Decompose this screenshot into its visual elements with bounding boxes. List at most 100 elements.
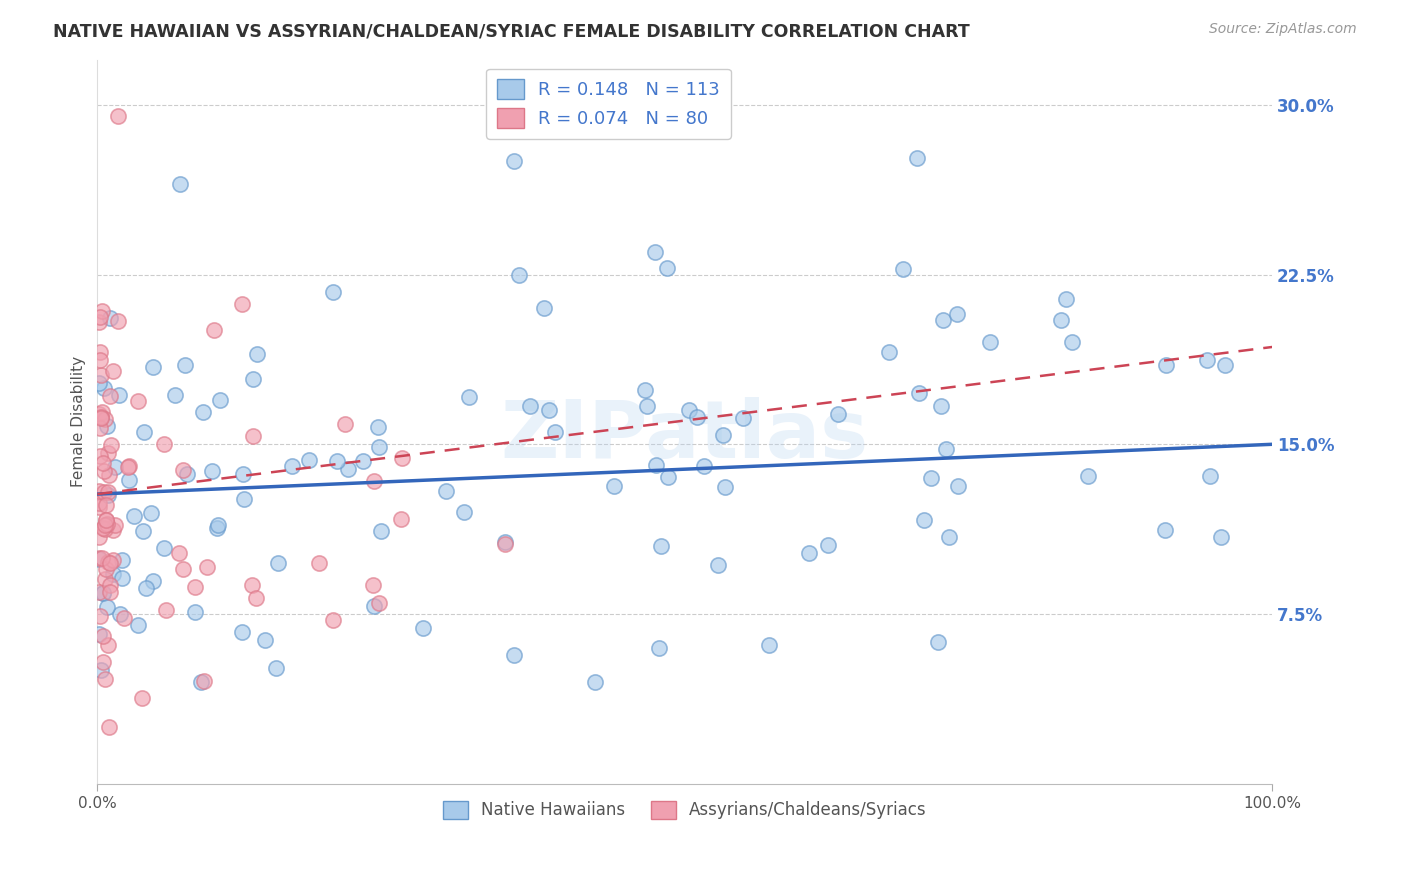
Point <box>537 402 560 417</box>
Point <box>232 467 254 482</box>
Point <box>155 602 177 616</box>
Point <box>686 410 709 425</box>
Point <box>363 599 385 614</box>
Point <box>94 522 117 536</box>
Point <box>153 541 176 555</box>
Point <box>87 584 110 599</box>
Point <box>693 459 716 474</box>
Point <box>107 109 129 123</box>
Point <box>97 467 120 482</box>
Point <box>308 556 330 570</box>
Point <box>118 473 141 487</box>
Point <box>87 550 110 565</box>
Point <box>758 638 780 652</box>
Point <box>1156 358 1178 372</box>
Point <box>204 323 226 337</box>
Point <box>519 399 541 413</box>
Point <box>391 451 413 466</box>
Point <box>107 314 129 328</box>
Point <box>731 410 754 425</box>
Point <box>979 335 1001 350</box>
Point <box>131 691 153 706</box>
Point <box>94 412 117 426</box>
Point <box>232 492 254 507</box>
Point <box>93 517 115 532</box>
Point <box>176 467 198 481</box>
Point <box>167 546 190 560</box>
Point <box>281 458 304 473</box>
Point <box>711 428 734 442</box>
Point <box>706 558 728 573</box>
Point <box>298 452 321 467</box>
Point <box>93 629 115 643</box>
Point <box>97 555 120 569</box>
Point <box>453 505 475 519</box>
Point <box>494 534 516 549</box>
Legend: Native Hawaiians, Assyrians/Chaldeans/Syriacs: Native Hawaiians, Assyrians/Chaldeans/Sy… <box>436 794 934 826</box>
Point <box>103 364 125 378</box>
Point <box>172 562 194 576</box>
Point <box>935 442 957 456</box>
Point <box>90 368 112 383</box>
Point <box>368 440 391 454</box>
Point <box>503 154 526 169</box>
Point <box>90 663 112 677</box>
Point <box>920 470 942 484</box>
Point <box>165 387 187 401</box>
Point <box>87 495 110 509</box>
Point <box>90 411 112 425</box>
Point <box>98 578 121 592</box>
Point <box>112 611 135 625</box>
Point <box>87 484 110 499</box>
Point <box>503 648 526 662</box>
Point <box>104 459 127 474</box>
Point <box>644 244 666 259</box>
Point <box>333 417 356 431</box>
Point <box>97 445 120 459</box>
Point <box>370 524 392 539</box>
Point <box>1209 530 1232 544</box>
Point <box>905 151 928 165</box>
Point <box>657 470 679 484</box>
Point <box>97 638 120 652</box>
Point <box>253 633 276 648</box>
Point <box>209 393 232 408</box>
Point <box>948 479 970 493</box>
Y-axis label: Female Disability: Female Disability <box>72 356 86 487</box>
Point <box>245 591 267 606</box>
Point <box>100 438 122 452</box>
Point <box>135 581 157 595</box>
Point <box>508 268 530 282</box>
Point <box>544 425 567 439</box>
Point <box>87 315 110 329</box>
Point <box>184 580 207 594</box>
Point <box>184 605 207 619</box>
Point <box>714 480 737 494</box>
Point <box>201 464 224 478</box>
Point <box>207 518 229 533</box>
Point <box>94 573 117 587</box>
Point <box>87 500 110 514</box>
Point <box>90 550 112 565</box>
Point <box>193 674 215 689</box>
Point <box>457 391 479 405</box>
Point <box>817 538 839 552</box>
Point <box>103 523 125 537</box>
Point <box>131 524 153 539</box>
Point <box>827 408 849 422</box>
Point <box>322 285 344 300</box>
Point <box>602 479 624 493</box>
Point <box>267 556 290 570</box>
Point <box>108 607 131 621</box>
Point <box>110 553 132 567</box>
Point <box>797 546 820 560</box>
Point <box>908 385 931 400</box>
Point <box>89 310 111 324</box>
Point <box>322 613 344 627</box>
Point <box>655 260 678 275</box>
Point <box>142 574 165 589</box>
Point <box>152 437 174 451</box>
Point <box>264 661 287 675</box>
Point <box>91 456 114 470</box>
Text: ZIPatlas: ZIPatlas <box>501 397 869 475</box>
